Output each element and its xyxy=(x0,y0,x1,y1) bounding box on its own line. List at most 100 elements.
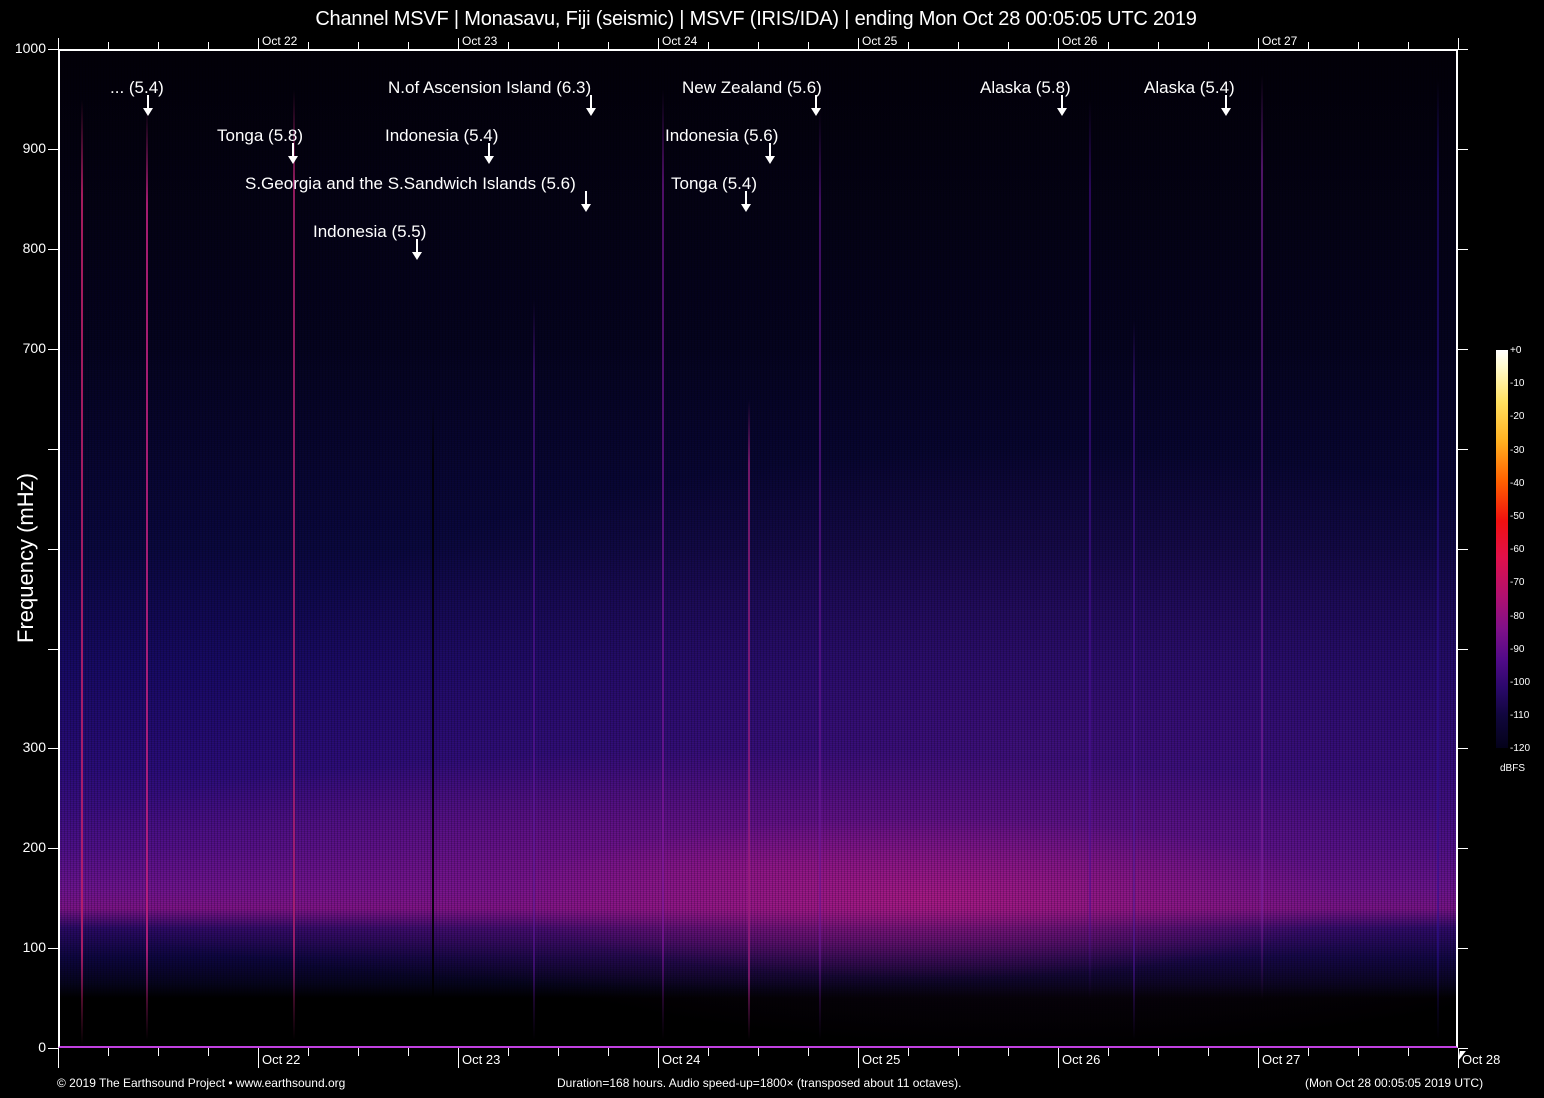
x-tick-bottom xyxy=(558,1048,559,1056)
y-tick-left xyxy=(48,848,58,849)
x-tick-bottom xyxy=(758,1048,759,1056)
x-label-bottom: Oct 22 xyxy=(262,1052,301,1067)
event-line xyxy=(81,100,83,1045)
x-tick-top xyxy=(608,42,609,49)
colorbar-tick-label: -100 xyxy=(1510,677,1531,688)
colorbar-tick-label: -30 xyxy=(1510,444,1525,456)
x-tick-top xyxy=(1258,38,1259,49)
earthquake-label: Tonga (5.4) xyxy=(671,174,757,193)
x-tick-bottom xyxy=(1058,1048,1059,1068)
x-tick-bottom xyxy=(1158,1048,1159,1056)
x-label-top: Oct 25 xyxy=(862,34,898,48)
event-line xyxy=(1133,320,1135,1040)
down-arrow-icon xyxy=(412,239,422,261)
y-tick-left xyxy=(48,1048,58,1049)
y-tick-right xyxy=(1458,349,1468,350)
x-label-bottom: Oct 27 xyxy=(1262,1052,1301,1067)
x-label-bottom: Oct 25 xyxy=(862,1052,901,1067)
y-tick-left xyxy=(48,549,58,550)
event-line xyxy=(662,90,664,1040)
x-tick-top xyxy=(858,38,859,49)
y-tick-right xyxy=(1458,848,1468,849)
x-tick-bottom xyxy=(458,1048,459,1068)
x-tick-bottom xyxy=(858,1048,859,1068)
x-tick-bottom xyxy=(908,1048,909,1056)
y-tick-left xyxy=(48,948,58,949)
x-label-bottom: Oct 28 xyxy=(1462,1052,1501,1067)
y-tick-label: 900 xyxy=(22,140,46,156)
y-tick-label: 1000 xyxy=(14,40,46,56)
y-tick-left xyxy=(48,49,58,50)
earthquake-label: S.Georgia and the S.Sandwich Islands (5.… xyxy=(245,174,576,193)
event-line xyxy=(819,110,821,1040)
x-tick-bottom xyxy=(958,1048,959,1056)
colorbar-tick-label: +0 xyxy=(1510,345,1522,356)
x-tick-bottom xyxy=(1258,1048,1259,1068)
down-arrow-icon xyxy=(143,95,153,117)
y-tick-label: 300 xyxy=(22,739,46,755)
colorbar xyxy=(1496,350,1508,748)
colorbar-tick-label: -110 xyxy=(1510,710,1530,722)
x-tick-bottom xyxy=(608,1048,609,1056)
x-tick-bottom xyxy=(358,1048,359,1056)
y-tick-label: 800 xyxy=(22,240,46,256)
x-tick-bottom xyxy=(58,1048,59,1068)
x-tick-bottom xyxy=(658,1048,659,1068)
x-tick-top xyxy=(1358,42,1359,49)
colorbar-unit: dBFS xyxy=(1500,763,1526,774)
x-tick-top xyxy=(158,42,159,49)
x-tick-bottom xyxy=(808,1048,809,1056)
x-tick-top xyxy=(1458,38,1459,49)
x-label-top: Oct 22 xyxy=(262,34,298,48)
x-tick-top xyxy=(508,42,509,49)
x-tick-bottom xyxy=(208,1048,209,1056)
x-tick-bottom xyxy=(158,1048,159,1056)
y-tick-label: 100 xyxy=(22,939,46,955)
y-tick-left xyxy=(48,249,58,250)
x-tick-top xyxy=(1408,42,1409,49)
earthquake-label: Indonesia (5.4) xyxy=(385,126,499,145)
colorbar-tick-label: -10 xyxy=(1510,378,1525,390)
x-tick-top xyxy=(1108,42,1109,49)
x-label-bottom: Oct 26 xyxy=(1062,1052,1101,1067)
y-tick-right xyxy=(1458,1048,1468,1049)
x-tick-bottom xyxy=(258,1048,259,1068)
down-arrow-icon xyxy=(586,95,596,117)
x-tick-top xyxy=(1158,42,1159,49)
colorbar-tick-label: -90 xyxy=(1510,643,1525,655)
event-line xyxy=(1261,75,1263,1000)
event-line xyxy=(293,90,295,1040)
event-line xyxy=(1089,100,1091,1000)
x-tick-top xyxy=(658,38,659,49)
y-tick-right xyxy=(1458,549,1468,550)
duration-footer: Duration=168 hours. Audio speed-up=1800×… xyxy=(557,1076,962,1090)
x-tick-top xyxy=(808,42,809,49)
event-line xyxy=(146,110,148,1040)
chart-title: Channel MSVF | Monasavu, Fiji (seismic) … xyxy=(315,8,1197,30)
x-tick-top xyxy=(558,42,559,49)
down-arrow-icon xyxy=(484,143,494,165)
x-tick-bottom xyxy=(508,1048,509,1056)
x-tick-bottom xyxy=(1208,1048,1209,1056)
x-tick-top xyxy=(958,42,959,49)
earthquake-label: N.of Ascension Island (6.3) xyxy=(388,78,592,97)
event-line xyxy=(1437,80,1439,1040)
y-tick-right xyxy=(1458,649,1468,650)
x-label-top: Oct 23 xyxy=(462,34,498,48)
x-tick-top xyxy=(108,42,109,49)
y-tick-left xyxy=(48,649,58,650)
x-tick-bottom xyxy=(108,1048,109,1056)
colorbar-tick-label: -20 xyxy=(1510,411,1525,423)
colorbar-tick-label: -80 xyxy=(1510,610,1525,622)
x-tick-top xyxy=(208,42,209,49)
y-tick-right xyxy=(1458,449,1468,450)
y-tick-label: 700 xyxy=(22,340,46,356)
x-tick-bottom xyxy=(1408,1048,1409,1056)
y-tick-right xyxy=(1458,49,1468,50)
down-arrow-icon xyxy=(1057,95,1067,117)
spectrogram-plot-area xyxy=(58,49,1458,1048)
x-tick-top xyxy=(1058,38,1059,49)
x-tick-top xyxy=(358,42,359,49)
colorbar-tick-label: -40 xyxy=(1510,477,1525,489)
earthquake-label: ... (5.4) xyxy=(110,78,164,97)
